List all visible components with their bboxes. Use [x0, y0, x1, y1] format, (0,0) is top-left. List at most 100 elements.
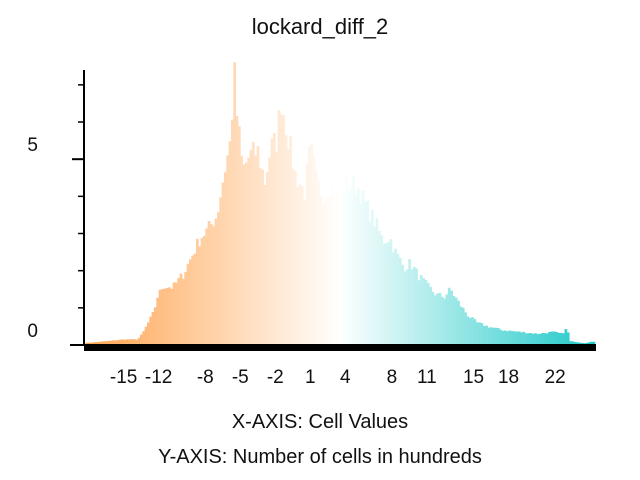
x-tick-label: 4	[340, 367, 351, 388]
histogram-bar	[415, 268, 418, 345]
histogram-bar	[552, 331, 556, 345]
histogram-bar	[438, 292, 442, 345]
histogram-bar	[291, 168, 295, 345]
x-tick-label: 18	[498, 367, 519, 388]
histogram-bar	[237, 126, 241, 345]
histogram-bar	[137, 338, 141, 345]
histogram-bar	[230, 119, 234, 346]
x-tick-label: -15	[110, 367, 137, 388]
histogram-bar	[366, 200, 369, 345]
histogram-bar	[135, 339, 139, 345]
histogram-bar	[200, 238, 204, 345]
histogram-bar	[158, 289, 162, 345]
histogram-bars	[84, 62, 596, 346]
histogram-bar	[247, 157, 251, 345]
y-tick-label: 0	[27, 321, 38, 342]
histogram-bar	[153, 307, 157, 345]
histogram-bar	[296, 186, 299, 345]
histogram-bar	[128, 339, 132, 345]
histogram-bar	[331, 188, 334, 345]
histogram-bar	[305, 164, 309, 345]
histogram-bar	[398, 258, 402, 345]
histogram-bar	[282, 115, 285, 345]
histogram-bar	[571, 341, 575, 345]
histogram-bar	[214, 218, 218, 345]
histogram-bar	[226, 155, 230, 345]
histogram-bar	[576, 342, 579, 345]
histogram-bar	[132, 339, 136, 345]
histogram-bar	[100, 341, 104, 345]
histogram-bar	[459, 306, 463, 345]
histogram-bar	[573, 342, 577, 345]
histogram-bar	[261, 169, 265, 345]
histogram-bar	[93, 342, 97, 345]
histogram-bar	[298, 184, 302, 345]
histogram-bar	[198, 246, 202, 345]
histogram-bar	[98, 341, 101, 345]
histogram-bar	[151, 312, 155, 345]
histogram-bar	[242, 164, 246, 345]
histogram-bar	[489, 327, 493, 345]
histogram-bar	[515, 331, 519, 345]
histogram-bar	[545, 333, 549, 345]
histogram-bar	[284, 135, 288, 345]
histogram-bar	[508, 330, 512, 345]
axes: 0 5 -15 -12 -8 -5 -2 1 4 8 11 15 18 22	[27, 70, 596, 388]
histogram-bar	[359, 204, 362, 345]
histogram-bar	[541, 333, 544, 345]
histogram-bar	[277, 110, 281, 346]
histogram-bar	[146, 322, 150, 345]
histogram-bar	[494, 327, 498, 345]
x-tick-label: 1	[305, 367, 316, 388]
histogram-bar	[373, 227, 376, 345]
histogram-bar	[91, 342, 94, 345]
histogram-bar	[457, 300, 460, 345]
histogram-bar	[289, 135, 292, 345]
histogram-bar	[548, 331, 551, 345]
histogram-bar	[394, 248, 397, 345]
histogram-bar	[436, 293, 439, 345]
histogram-bar	[279, 114, 283, 345]
histogram-bar	[258, 168, 262, 345]
x-axis-label: X-AXIS: Cell Values	[232, 411, 408, 433]
histogram-bar	[286, 149, 290, 345]
x-tick-label: 8	[387, 367, 398, 388]
histogram-bar	[538, 333, 542, 345]
histogram-bar	[562, 333, 565, 345]
histogram-bar	[326, 197, 330, 345]
histogram-bar	[312, 157, 316, 345]
histogram-bar	[403, 271, 407, 345]
histogram-bar	[209, 223, 213, 345]
histogram-bar	[412, 266, 416, 345]
histogram-bar	[270, 138, 274, 345]
histogram-bar	[254, 155, 258, 345]
histogram-bar	[184, 271, 188, 345]
histogram-bar	[564, 329, 568, 345]
histogram-bar	[125, 339, 129, 345]
histogram-bar	[228, 141, 232, 345]
histogram-bar	[123, 339, 127, 345]
histogram-bar	[263, 184, 267, 345]
histogram-bar	[319, 195, 323, 345]
histogram-bar	[433, 295, 437, 345]
histogram-bar	[205, 228, 209, 345]
histogram-bar	[422, 278, 425, 345]
x-tick-label: -5	[232, 367, 249, 388]
histogram-bar	[468, 317, 472, 345]
x-tick-label: -8	[197, 367, 214, 388]
histogram-bar	[466, 316, 470, 345]
histogram-bar	[109, 340, 113, 345]
histogram-bar	[487, 327, 491, 345]
histogram-bar	[464, 312, 467, 345]
histogram-bar	[578, 342, 582, 345]
histogram-bar	[443, 298, 446, 345]
histogram-bar	[363, 201, 367, 345]
histogram-bar	[156, 297, 160, 345]
histogram-bar	[543, 333, 547, 345]
histogram-bar	[382, 243, 386, 345]
histogram-bar	[95, 342, 99, 345]
histogram-bar	[240, 155, 244, 345]
histogram-bar	[195, 238, 199, 345]
histogram-bar	[482, 326, 486, 345]
histogram-bar	[139, 334, 143, 345]
